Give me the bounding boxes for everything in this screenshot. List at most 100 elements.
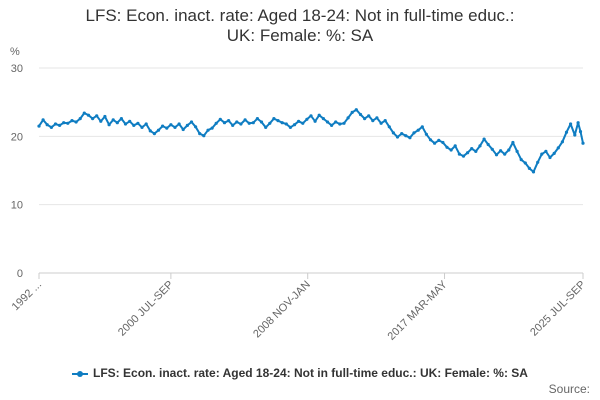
data-point	[62, 121, 66, 125]
data-point	[433, 141, 437, 145]
data-point	[581, 141, 585, 145]
data-point	[276, 119, 280, 123]
data-point	[420, 125, 424, 129]
data-point	[354, 108, 358, 112]
data-point	[103, 114, 107, 119]
data-point	[457, 152, 461, 156]
data-point	[292, 123, 297, 127]
data-point	[165, 126, 169, 130]
data-point	[140, 125, 144, 129]
data-point	[519, 158, 523, 162]
axes	[38, 272, 584, 279]
data-point	[91, 117, 95, 121]
series-layer	[37, 108, 585, 174]
data-point	[375, 116, 379, 120]
legend-line-icon	[72, 370, 89, 377]
data-point	[371, 119, 375, 123]
data-point	[428, 138, 433, 142]
data-point	[391, 131, 395, 135]
data-point	[576, 121, 580, 125]
x-tick-label: 2017 MAR-MAY	[386, 278, 451, 343]
data-point	[297, 119, 301, 123]
data-point	[515, 149, 519, 153]
data-point	[449, 148, 453, 152]
data-point	[49, 125, 54, 129]
data-point	[400, 132, 404, 136]
data-point	[330, 123, 334, 127]
y-tick-label: 20	[11, 131, 23, 143]
data-point	[231, 123, 235, 127]
data-point	[169, 123, 173, 127]
data-point	[531, 170, 536, 174]
data-point	[58, 123, 62, 127]
data-point	[177, 122, 181, 126]
data-point	[132, 123, 136, 127]
data-point	[404, 134, 408, 138]
data-point	[41, 118, 45, 122]
chart-title-line-1: LFS: Econ. inact. rate: Aged 18-24: Not …	[85, 6, 515, 25]
data-point	[128, 119, 132, 123]
data-point	[222, 121, 227, 125]
data-point	[152, 132, 156, 136]
data-point	[181, 127, 185, 132]
data-point	[416, 128, 420, 132]
data-point	[259, 120, 264, 124]
data-point	[478, 144, 482, 148]
data-point	[486, 142, 490, 147]
data-point	[379, 121, 383, 125]
data-point	[144, 122, 148, 126]
data-point	[383, 119, 387, 123]
data-point	[210, 126, 214, 130]
data-point	[317, 113, 321, 117]
data-point	[86, 113, 91, 117]
data-point	[503, 152, 507, 156]
data-point	[189, 120, 194, 124]
gridlines	[39, 67, 583, 206]
data-point	[198, 132, 202, 136]
data-point	[66, 121, 70, 125]
chart-title-line-2: UK: Female: %: SA	[226, 26, 374, 45]
data-point	[243, 118, 247, 122]
data-point	[544, 149, 548, 153]
data-point	[119, 117, 123, 121]
data-point	[461, 154, 466, 158]
data-point	[99, 119, 103, 123]
data-point	[255, 117, 259, 121]
data-point	[74, 120, 78, 124]
data-point	[445, 145, 449, 149]
data-point	[482, 137, 486, 141]
data-point	[227, 119, 231, 123]
data-point	[412, 131, 416, 135]
data-point	[536, 160, 540, 164]
data-point	[321, 117, 325, 121]
y-tick-label: 10	[11, 200, 23, 212]
data-point	[148, 129, 152, 133]
data-point	[280, 121, 284, 125]
data-point	[334, 120, 338, 124]
data-point	[309, 114, 313, 118]
data-point	[338, 122, 342, 126]
x-tick-label: 2008 NOV-JAN	[251, 279, 313, 341]
data-point	[527, 166, 532, 170]
data-point	[437, 138, 441, 142]
data-point	[474, 149, 478, 153]
data-point	[206, 128, 210, 132]
legend[interactable]: LFS: Econ. inact. rate: Aged 18-24: Not …	[0, 366, 600, 380]
data-point	[107, 123, 111, 127]
y-axis-label: %	[10, 46, 20, 58]
data-point	[70, 119, 74, 123]
data-point	[552, 151, 556, 155]
data-point	[499, 149, 503, 153]
data-point	[470, 147, 474, 151]
data-point	[78, 117, 82, 121]
chart-title: LFS: Econ. inact. rate: Aged 18-24: Not …	[0, 6, 600, 46]
data-point	[540, 152, 544, 156]
source-label: Source:	[548, 382, 590, 396]
data-point	[408, 136, 412, 140]
data-point	[556, 146, 560, 150]
data-point	[115, 121, 119, 125]
data-point	[490, 147, 494, 151]
x-tick-label: 2025 JUL-SEP	[528, 279, 588, 339]
x-tick-label: 2000 JUL-SEP	[116, 279, 176, 339]
data-point	[325, 120, 330, 124]
